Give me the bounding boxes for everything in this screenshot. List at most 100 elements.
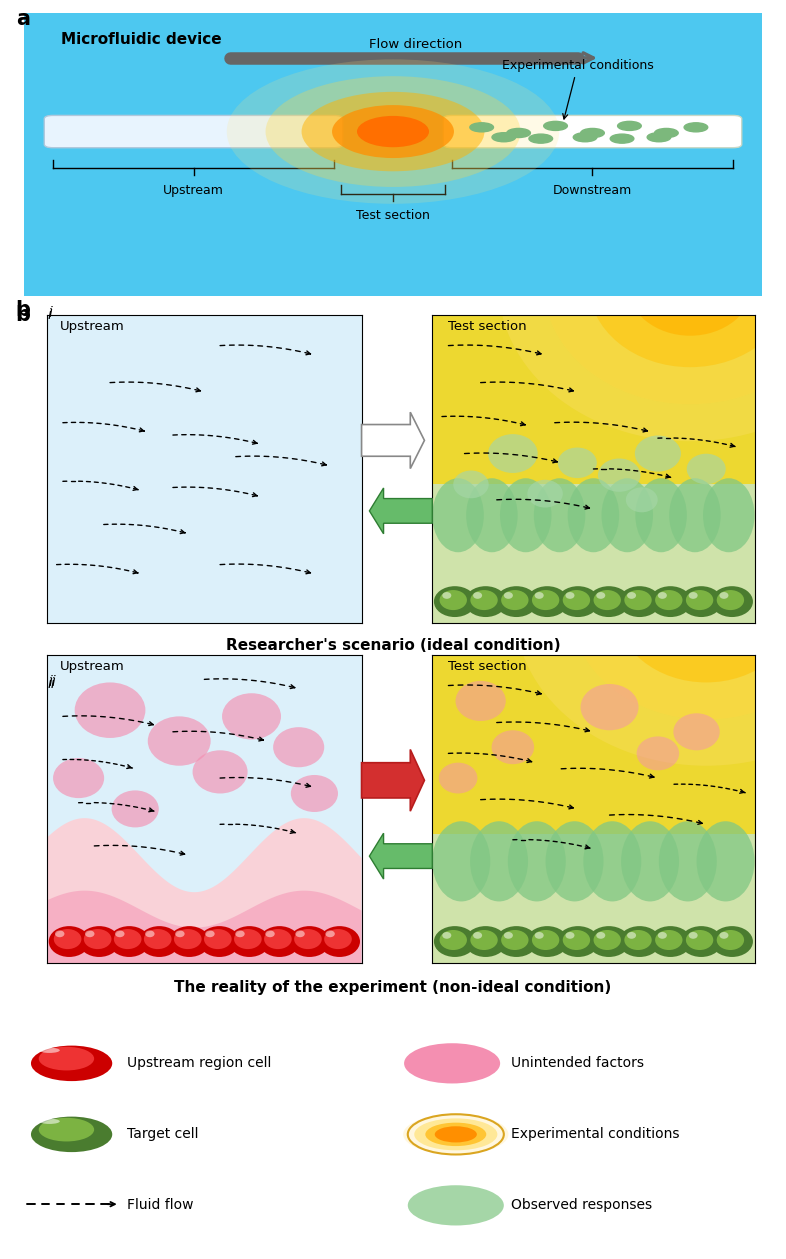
Ellipse shape	[291, 776, 338, 812]
Ellipse shape	[565, 592, 575, 599]
Ellipse shape	[627, 932, 636, 939]
Ellipse shape	[649, 927, 692, 957]
Text: Fluid flow: Fluid flow	[127, 1199, 193, 1212]
Ellipse shape	[53, 758, 104, 798]
Text: ii: ii	[47, 677, 55, 691]
Ellipse shape	[204, 929, 232, 949]
Ellipse shape	[703, 478, 755, 553]
Circle shape	[684, 123, 707, 132]
Circle shape	[655, 128, 678, 137]
Ellipse shape	[589, 200, 786, 368]
Ellipse shape	[557, 587, 599, 617]
Ellipse shape	[432, 821, 490, 901]
Ellipse shape	[717, 930, 744, 951]
Ellipse shape	[439, 590, 467, 611]
Ellipse shape	[470, 930, 498, 951]
Ellipse shape	[414, 1118, 498, 1151]
Ellipse shape	[432, 478, 484, 553]
Ellipse shape	[567, 478, 619, 553]
Ellipse shape	[408, 1185, 504, 1225]
Ellipse shape	[434, 927, 476, 957]
Ellipse shape	[175, 930, 185, 937]
Ellipse shape	[659, 821, 717, 901]
Ellipse shape	[597, 592, 605, 599]
Ellipse shape	[532, 590, 560, 611]
Ellipse shape	[616, 534, 786, 682]
Text: Microfluidic device: Microfluidic device	[61, 33, 221, 48]
Ellipse shape	[563, 930, 590, 951]
Ellipse shape	[266, 930, 275, 937]
Ellipse shape	[565, 932, 575, 939]
Circle shape	[507, 128, 531, 137]
Ellipse shape	[425, 1123, 487, 1146]
Ellipse shape	[545, 821, 604, 901]
Text: Upstream region cell: Upstream region cell	[127, 1056, 271, 1070]
Ellipse shape	[289, 927, 330, 957]
Ellipse shape	[543, 164, 786, 404]
Ellipse shape	[234, 929, 262, 949]
Ellipse shape	[227, 59, 560, 204]
Ellipse shape	[501, 930, 528, 951]
Text: Observed responses: Observed responses	[511, 1199, 652, 1212]
Text: Upstream: Upstream	[163, 184, 224, 196]
Ellipse shape	[259, 927, 300, 957]
Ellipse shape	[439, 763, 477, 793]
Ellipse shape	[491, 730, 534, 764]
Ellipse shape	[686, 930, 713, 951]
Ellipse shape	[115, 930, 124, 937]
Ellipse shape	[205, 930, 215, 937]
Ellipse shape	[619, 927, 660, 957]
Ellipse shape	[294, 929, 321, 949]
Ellipse shape	[31, 1045, 112, 1081]
Ellipse shape	[563, 590, 590, 611]
Ellipse shape	[588, 927, 630, 957]
Ellipse shape	[626, 487, 658, 512]
Ellipse shape	[532, 930, 560, 951]
Text: Upstream: Upstream	[60, 320, 124, 334]
Ellipse shape	[621, 821, 679, 901]
Ellipse shape	[581, 684, 638, 730]
Text: Target cell: Target cell	[127, 1127, 199, 1142]
Ellipse shape	[495, 927, 538, 957]
FancyBboxPatch shape	[443, 116, 742, 147]
Ellipse shape	[85, 930, 94, 937]
Ellipse shape	[39, 1118, 94, 1142]
Ellipse shape	[598, 458, 641, 492]
Ellipse shape	[680, 927, 722, 957]
Polygon shape	[432, 833, 755, 963]
Ellipse shape	[504, 592, 513, 599]
Ellipse shape	[79, 927, 119, 957]
FancyArrow shape	[362, 412, 424, 468]
Ellipse shape	[711, 587, 753, 617]
Ellipse shape	[325, 930, 335, 937]
Circle shape	[470, 123, 494, 132]
Ellipse shape	[624, 590, 652, 611]
Ellipse shape	[558, 447, 597, 478]
Ellipse shape	[680, 587, 722, 617]
Ellipse shape	[148, 716, 211, 765]
FancyArrow shape	[369, 488, 432, 534]
Ellipse shape	[637, 737, 679, 771]
Ellipse shape	[454, 471, 489, 499]
Ellipse shape	[55, 930, 64, 937]
Ellipse shape	[470, 590, 498, 611]
Ellipse shape	[403, 1114, 509, 1155]
FancyArrow shape	[362, 749, 424, 811]
Ellipse shape	[534, 478, 586, 553]
Ellipse shape	[534, 932, 544, 939]
Ellipse shape	[39, 1119, 60, 1124]
Ellipse shape	[508, 821, 566, 901]
Ellipse shape	[719, 592, 729, 599]
Ellipse shape	[655, 930, 682, 951]
Ellipse shape	[235, 930, 244, 937]
Ellipse shape	[296, 930, 305, 937]
Ellipse shape	[169, 927, 210, 957]
Ellipse shape	[222, 694, 281, 739]
Text: Experimental conditions: Experimental conditions	[501, 59, 654, 120]
Ellipse shape	[53, 929, 82, 949]
Ellipse shape	[145, 930, 155, 937]
Ellipse shape	[624, 930, 652, 951]
Ellipse shape	[583, 821, 641, 901]
Ellipse shape	[696, 821, 755, 901]
Ellipse shape	[719, 932, 729, 939]
